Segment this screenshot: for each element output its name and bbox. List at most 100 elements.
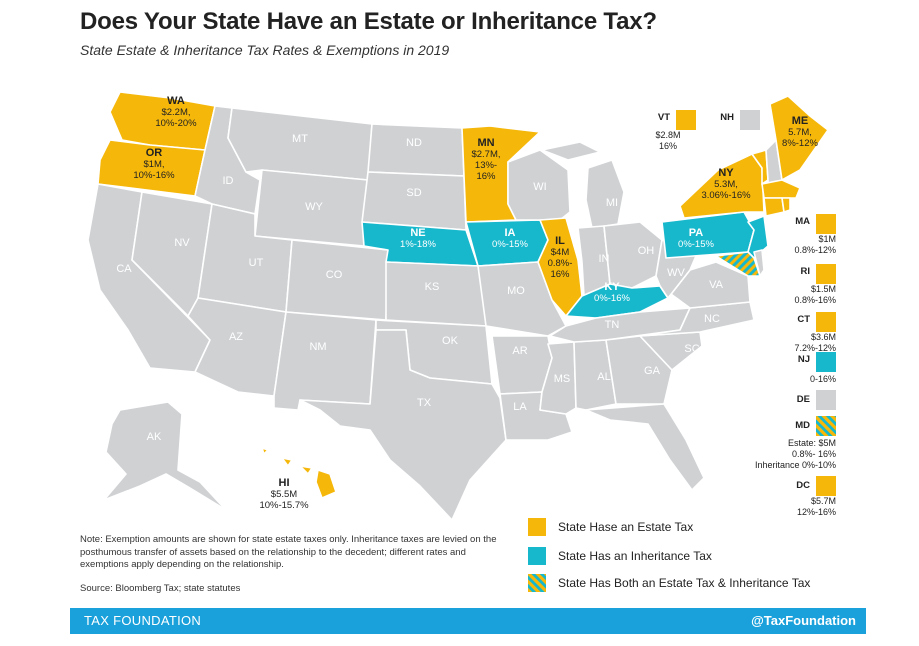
swatch-dc xyxy=(816,476,836,496)
legend-inheritance: State Has an Inheritance Tax xyxy=(528,545,712,567)
state-tax-label-hi-code: HI xyxy=(279,477,290,489)
page-title: Does Your State Have an Estate or Inheri… xyxy=(80,8,657,35)
source-note: Source: Bloomberg Tax; state statutes xyxy=(80,583,241,594)
footer-bar: TAX FOUNDATION @TaxFoundation xyxy=(70,608,866,634)
state-tax-label-il-line2: 0.8%- xyxy=(548,258,573,269)
state-label-wi: WI xyxy=(533,181,546,193)
state-tax-label-ne-code: NE xyxy=(410,227,425,239)
state-ks xyxy=(385,261,487,327)
state-label-tn: TN xyxy=(605,319,620,331)
state-tax-label-wa-line1: $2.2M, xyxy=(161,107,190,118)
state-label-in: IN xyxy=(599,253,610,265)
legend-estate-swatch xyxy=(528,518,546,536)
side-de: DE xyxy=(796,394,810,405)
state-tax-label-mn-line3: 16% xyxy=(476,171,496,182)
state-label-mo: MO xyxy=(507,285,525,297)
state-tax-label-me-code: ME xyxy=(792,115,809,127)
state-label-tx: TX xyxy=(417,397,432,409)
state-label-nv: NV xyxy=(174,237,190,249)
side-dc-values: $5.7M 12%-16% xyxy=(796,496,836,517)
state-label-mt: MT xyxy=(292,133,308,145)
state-label-mi: MI xyxy=(606,197,618,209)
state-de xyxy=(753,249,765,277)
side-ma-values: $1M 0.8%-12% xyxy=(794,234,836,255)
swatch-ri xyxy=(816,264,836,284)
state-label-ut: UT xyxy=(249,257,264,269)
state-tax-label-ny-line2: 3.06%-16% xyxy=(701,190,751,201)
legend-inheritance-label: State Has an Inheritance Tax xyxy=(558,549,712,563)
state-label-nc: NC xyxy=(704,313,720,325)
state-label-id: ID xyxy=(223,175,234,187)
side-ct: CT xyxy=(797,314,810,325)
state-label-oh: OH xyxy=(638,245,655,257)
state-tax-label-hi-line2: 10%-15.7% xyxy=(259,500,309,511)
state-label-ak: AK xyxy=(147,431,162,443)
swatch-ma xyxy=(816,214,836,234)
swatch-md xyxy=(816,416,836,436)
state-tax-label-hi-line1: $5.5M xyxy=(271,489,297,500)
state-tax-label-me-line1: 5.7M, xyxy=(788,127,812,138)
swatch-nh xyxy=(740,110,760,130)
state-label-co: CO xyxy=(326,269,343,281)
state-label-la: LA xyxy=(513,401,527,413)
state-label-al: AL xyxy=(597,371,610,383)
side-nj: NJ xyxy=(797,354,810,365)
legend-both-label: State Has Both an Estate Tax & Inheritan… xyxy=(558,576,811,590)
legend-estate: State Hase an Estate Tax xyxy=(528,516,693,538)
state-tx xyxy=(299,329,507,521)
side-nh: NH xyxy=(720,112,734,123)
state-tax-label-pa-line1: 0%-15% xyxy=(678,239,714,250)
state-tax-label-wa-code: WA xyxy=(167,95,185,107)
state-vt xyxy=(751,149,769,185)
state-fl xyxy=(585,403,705,491)
state-tax-label-mn-line2: 13%- xyxy=(475,160,497,171)
state-tax-label-ny-line1: 5.3M, xyxy=(714,179,738,190)
state-tax-label-mn-code: MN xyxy=(477,137,494,149)
side-ri-values: $1.5M 0.8%-16% xyxy=(794,284,836,305)
state-tax-label-il-line1: $4M xyxy=(551,247,570,258)
state-tax-label-il-code: IL xyxy=(555,235,565,247)
state-nd xyxy=(367,123,465,177)
legend-both: State Has Both an Estate Tax & Inheritan… xyxy=(528,572,810,594)
state-nm xyxy=(273,311,377,411)
state-label-sc: SC xyxy=(684,343,699,355)
state-tax-label-ia-code: IA xyxy=(505,227,516,239)
footer-brand: TAX FOUNDATION xyxy=(84,613,202,628)
side-vt-values: $2.8M 16% xyxy=(655,130,681,151)
state-tax-label-il-line3: 16% xyxy=(550,269,570,280)
state-tax-label-ky-code: KY xyxy=(604,281,620,293)
state-label-ga: GA xyxy=(644,365,661,377)
side-md: MD xyxy=(795,420,810,431)
state-label-sd: SD xyxy=(406,187,421,199)
state-tax-label-or-line2: 10%-16% xyxy=(133,170,175,181)
state-label-wy: WY xyxy=(305,201,323,213)
side-ct-values: $3.6M 7.2%-12% xyxy=(794,332,836,353)
state-tax-label-wa-line2: 10%-20% xyxy=(155,118,197,129)
side-ri: RI xyxy=(800,266,811,277)
state-label-az: AZ xyxy=(229,331,243,343)
state-label-ms: MS xyxy=(554,373,571,385)
state-label-ca: CA xyxy=(116,263,132,275)
state-ri xyxy=(781,197,791,213)
side-nj-values: 0-16% xyxy=(809,374,836,384)
state-tax-label-ny-code: NY xyxy=(718,167,734,179)
swatch-de xyxy=(816,390,836,410)
side-md-values: Estate: $5M 0.8%- 16% Inheritance 0%-10% xyxy=(754,438,836,470)
state-tax-label-ne-line1: 1%-18% xyxy=(400,239,436,250)
legend-estate-label: State Hase an Estate Tax xyxy=(558,520,694,534)
state-tax-label-ky-line1: 0%-16% xyxy=(594,293,630,304)
swatch-nj xyxy=(816,352,836,372)
state-label-fl: FL xyxy=(694,437,707,449)
footer-handle[interactable]: @TaxFoundation xyxy=(751,613,856,628)
state-label-nm: NM xyxy=(309,341,326,353)
side-dc: DC xyxy=(796,480,810,491)
state-me xyxy=(769,95,829,181)
side-vt: VT xyxy=(657,112,670,123)
state-ak xyxy=(103,401,227,511)
legend-both-swatch xyxy=(528,574,546,592)
state-tax-label-or-code: OR xyxy=(146,147,163,159)
state-sd xyxy=(361,171,467,231)
state-tax-label-pa-code: PA xyxy=(689,227,704,239)
swatch-vt xyxy=(676,110,696,130)
